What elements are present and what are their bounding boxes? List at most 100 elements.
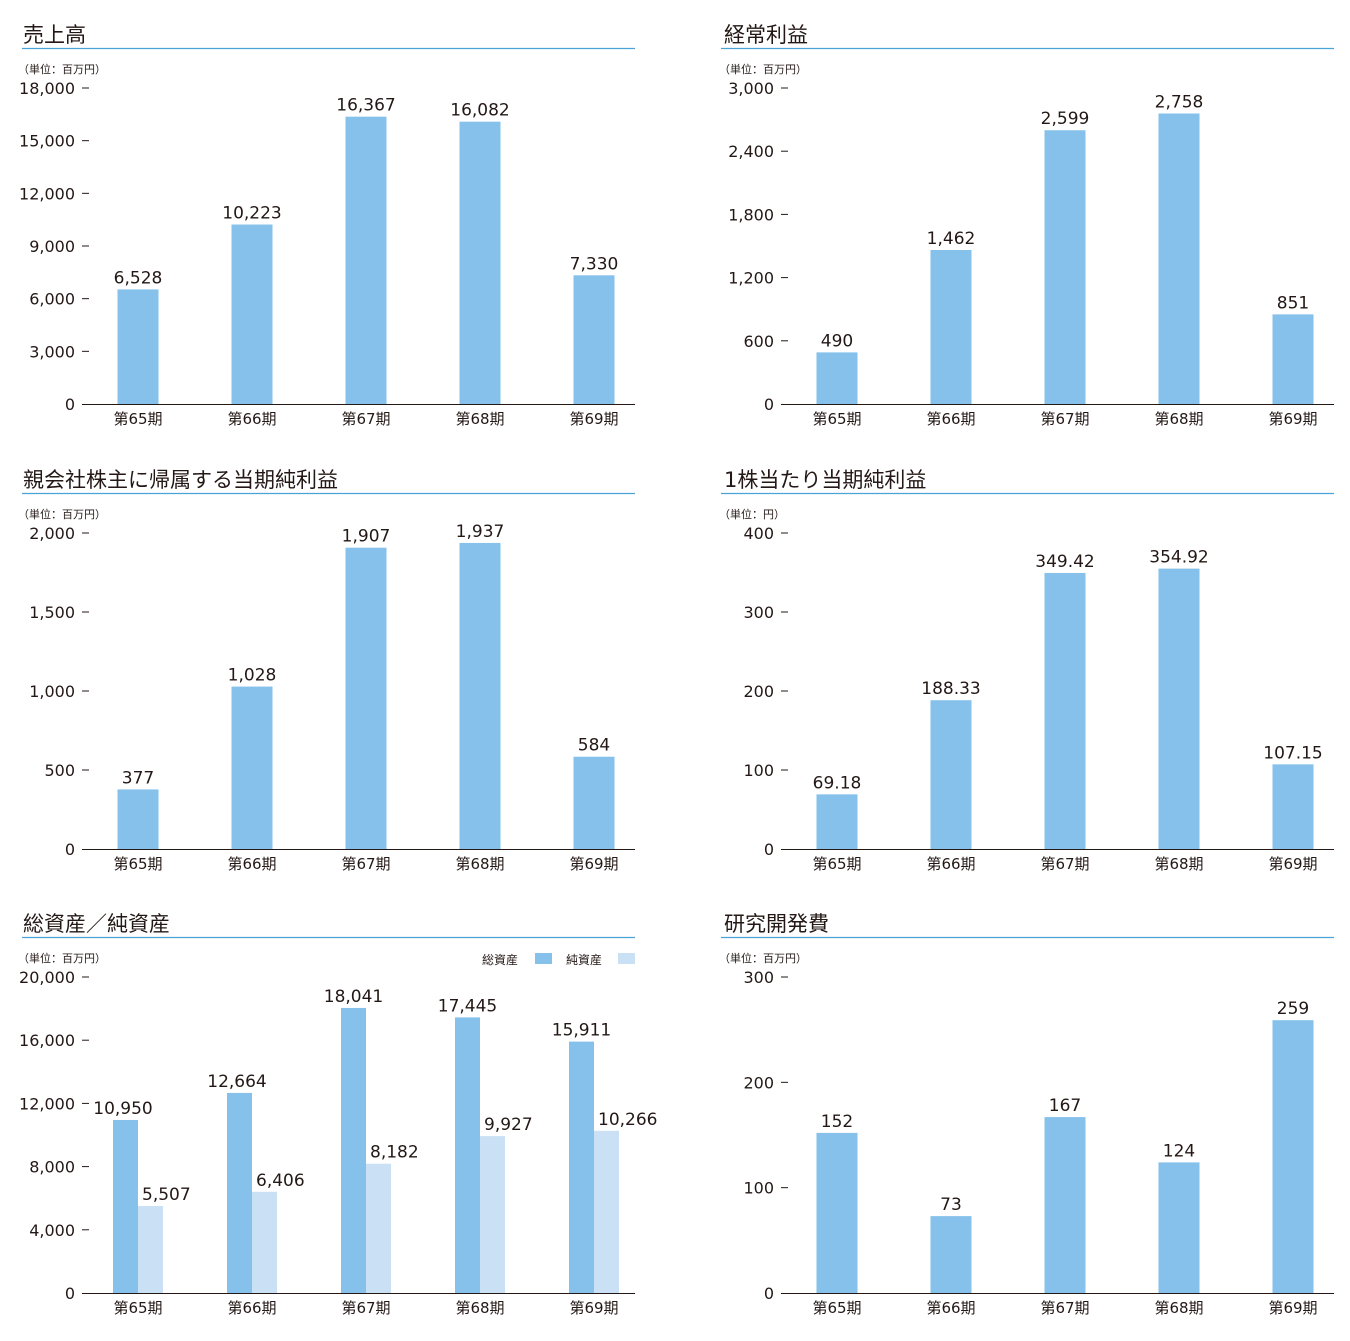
bar-value — [816, 352, 858, 404]
y-tick-label: 12,000 — [19, 1094, 75, 1113]
y-tick-label: 15,000 — [19, 132, 75, 151]
y-tick-label: 300 — [743, 968, 774, 987]
x-tick-label: 第67期 — [341, 855, 390, 873]
x-tick-label: 第66期 — [926, 410, 975, 428]
chart-svg: 経常利益 （単位：百万円） 0 600 1,200 1,800 2,400 3,000 第65期… — [719, 23, 1334, 428]
x-tick-label: 第69期 — [569, 855, 618, 873]
bar-value — [1044, 572, 1086, 849]
data-label: 69.18 — [813, 773, 862, 793]
y-tick-label: 3,000 — [728, 79, 774, 98]
data-label: 73 — [940, 1195, 962, 1215]
bar-総資産 — [341, 1007, 366, 1293]
y-tick-label: 600 — [743, 332, 774, 351]
x-tick-label: 第68期 — [1154, 1299, 1203, 1317]
bar-純資産 — [138, 1205, 163, 1293]
x-tick-label: 第68期 — [455, 855, 504, 873]
unit-label: （単位：円） — [719, 507, 785, 521]
chart-svg: 総資産／純資産 （単位：百万円） 0 4,000 8,000 12,000 16,000 20… — [18, 912, 657, 1317]
y-tick-label: 6,000 — [29, 290, 75, 309]
x-tick-label: 第66期 — [227, 855, 276, 873]
x-tick-label: 第69期 — [569, 1299, 618, 1317]
x-tick-label: 第68期 — [1154, 855, 1203, 873]
data-label: 490 — [821, 331, 853, 351]
y-tick-label: 4,000 — [29, 1221, 75, 1240]
bar-value — [1158, 1162, 1200, 1293]
y-tick-label: 2,400 — [728, 142, 774, 161]
chart-title: 売上高 — [23, 23, 86, 47]
bar-value — [1272, 314, 1314, 404]
y-tick-label: 8,000 — [29, 1158, 75, 1177]
y-tick-label: 0 — [65, 1284, 75, 1303]
chart-panel-4: 1株当たり当期純利益 （単位：円） 0 100 200 300 400 第65期 69.18 第6… — [699, 445, 1350, 890]
bar-総資産 — [569, 1041, 594, 1293]
bar-value — [345, 116, 387, 405]
x-tick-label: 第67期 — [341, 1299, 390, 1317]
chart-title: 親会社株主に帰属する当期純利益 — [23, 468, 338, 492]
bar-value — [231, 686, 273, 849]
data-label: 8,182 — [370, 1143, 419, 1163]
y-tick-label: 300 — [743, 603, 774, 622]
bar-value — [930, 1216, 972, 1293]
data-label: 349.42 — [1035, 552, 1094, 572]
data-label: 354.92 — [1149, 548, 1208, 568]
bar-value — [117, 789, 159, 849]
y-tick-label: 1,500 — [29, 603, 75, 622]
y-tick-label: 12,000 — [19, 184, 75, 203]
data-label: 1,907 — [342, 527, 391, 547]
data-label: 851 — [1277, 293, 1309, 313]
bar-value — [573, 275, 615, 404]
data-label: 12,664 — [207, 1072, 266, 1092]
x-tick-label: 第69期 — [1268, 1299, 1317, 1317]
data-label: 17,445 — [438, 996, 497, 1016]
x-tick-label: 第66期 — [227, 410, 276, 428]
legend-label: 純資産 — [566, 952, 602, 967]
legend-label: 総資産 — [482, 952, 518, 967]
bar-value — [1158, 113, 1200, 405]
bar-value — [1044, 130, 1086, 405]
x-tick-label: 第65期 — [113, 855, 162, 873]
data-label: 259 — [1277, 999, 1309, 1019]
data-label: 6,528 — [114, 268, 163, 288]
bar-value — [345, 547, 387, 849]
x-tick-label: 第65期 — [113, 1299, 162, 1317]
chart-svg: 1株当たり当期純利益 （単位：円） 0 100 200 300 400 第65期 69.18 第6… — [719, 468, 1334, 873]
data-label: 10,950 — [93, 1099, 152, 1119]
y-tick-label: 1,800 — [728, 205, 774, 224]
data-label: 5,507 — [142, 1185, 191, 1205]
unit-label: （単位：百万円） — [18, 507, 106, 521]
data-label: 152 — [821, 1112, 853, 1132]
data-label: 377 — [122, 768, 154, 788]
unit-label: （単位：百万円） — [18, 62, 106, 76]
bar-純資産 — [594, 1130, 619, 1293]
x-tick-label: 第67期 — [1040, 855, 1089, 873]
y-tick-label: 2,000 — [29, 524, 75, 543]
x-tick-label: 第65期 — [812, 410, 861, 428]
data-label: 10,223 — [222, 204, 281, 224]
chart-title: 研究開発費 — [724, 912, 829, 936]
data-label: 124 — [1163, 1141, 1195, 1161]
data-label: 1,462 — [927, 229, 976, 249]
y-tick-label: 0 — [764, 395, 774, 414]
bar-純資産 — [366, 1163, 391, 1293]
data-label: 107.15 — [1263, 743, 1322, 763]
bar-value — [459, 542, 501, 849]
x-tick-label: 第65期 — [812, 1299, 861, 1317]
x-tick-label: 第66期 — [926, 1299, 975, 1317]
y-tick-label: 200 — [743, 1073, 774, 1092]
y-tick-label: 0 — [764, 1284, 774, 1303]
y-tick-label: 3,000 — [29, 342, 75, 361]
data-label: 188.33 — [921, 679, 980, 699]
data-label: 1,937 — [456, 522, 505, 542]
data-label: 167 — [1049, 1096, 1081, 1116]
bar-value — [1272, 764, 1314, 849]
x-tick-label: 第67期 — [1040, 410, 1089, 428]
data-label: 16,082 — [450, 101, 509, 121]
x-tick-label: 第66期 — [227, 1299, 276, 1317]
chart-title: 総資産／純資産 — [23, 912, 170, 936]
y-tick-label: 20,000 — [19, 968, 75, 987]
y-tick-label: 100 — [743, 761, 774, 780]
x-tick-label: 第68期 — [455, 410, 504, 428]
data-label: 2,758 — [1155, 92, 1204, 112]
data-label: 10,266 — [598, 1110, 657, 1130]
bar-value — [1272, 1020, 1314, 1293]
